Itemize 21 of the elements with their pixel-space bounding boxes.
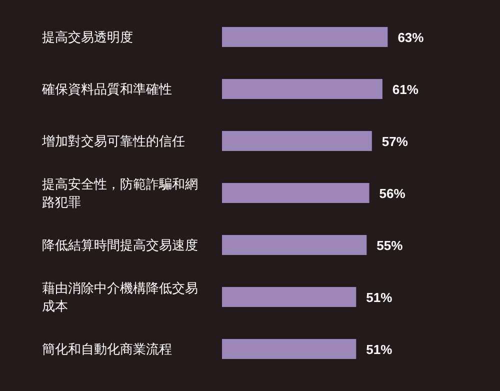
- y-tick-label: 確保資料品質和準確性: [41, 82, 172, 96]
- data-label: 61%: [392, 82, 419, 97]
- bar: [222, 27, 388, 47]
- y-tick-label: 簡化和自動化商業流程: [42, 342, 172, 356]
- data-label: 57%: [382, 134, 408, 149]
- y-tick-label: 增加對交易可靠性的信任: [41, 134, 185, 148]
- bar: [222, 183, 370, 203]
- y-tick-label: 藉由消除中介機構降低交易成本: [42, 280, 198, 314]
- data-label: 63%: [398, 30, 424, 45]
- y-tick-label: 降低結算時間提高交易速度: [42, 238, 198, 252]
- data-label: 51%: [366, 342, 393, 357]
- data-label: 55%: [376, 238, 404, 253]
- bar: [222, 131, 372, 151]
- data-label: 51%: [366, 290, 393, 305]
- data-label: 56%: [379, 186, 406, 201]
- y-tick-label: 提高安全性，防範詐騙和網路犯罪: [42, 176, 198, 210]
- y-tick-label: 提高交易透明度: [42, 30, 133, 44]
- bar: [222, 235, 367, 255]
- bar: [222, 339, 356, 359]
- bar: [222, 79, 382, 99]
- bar: [222, 287, 356, 307]
